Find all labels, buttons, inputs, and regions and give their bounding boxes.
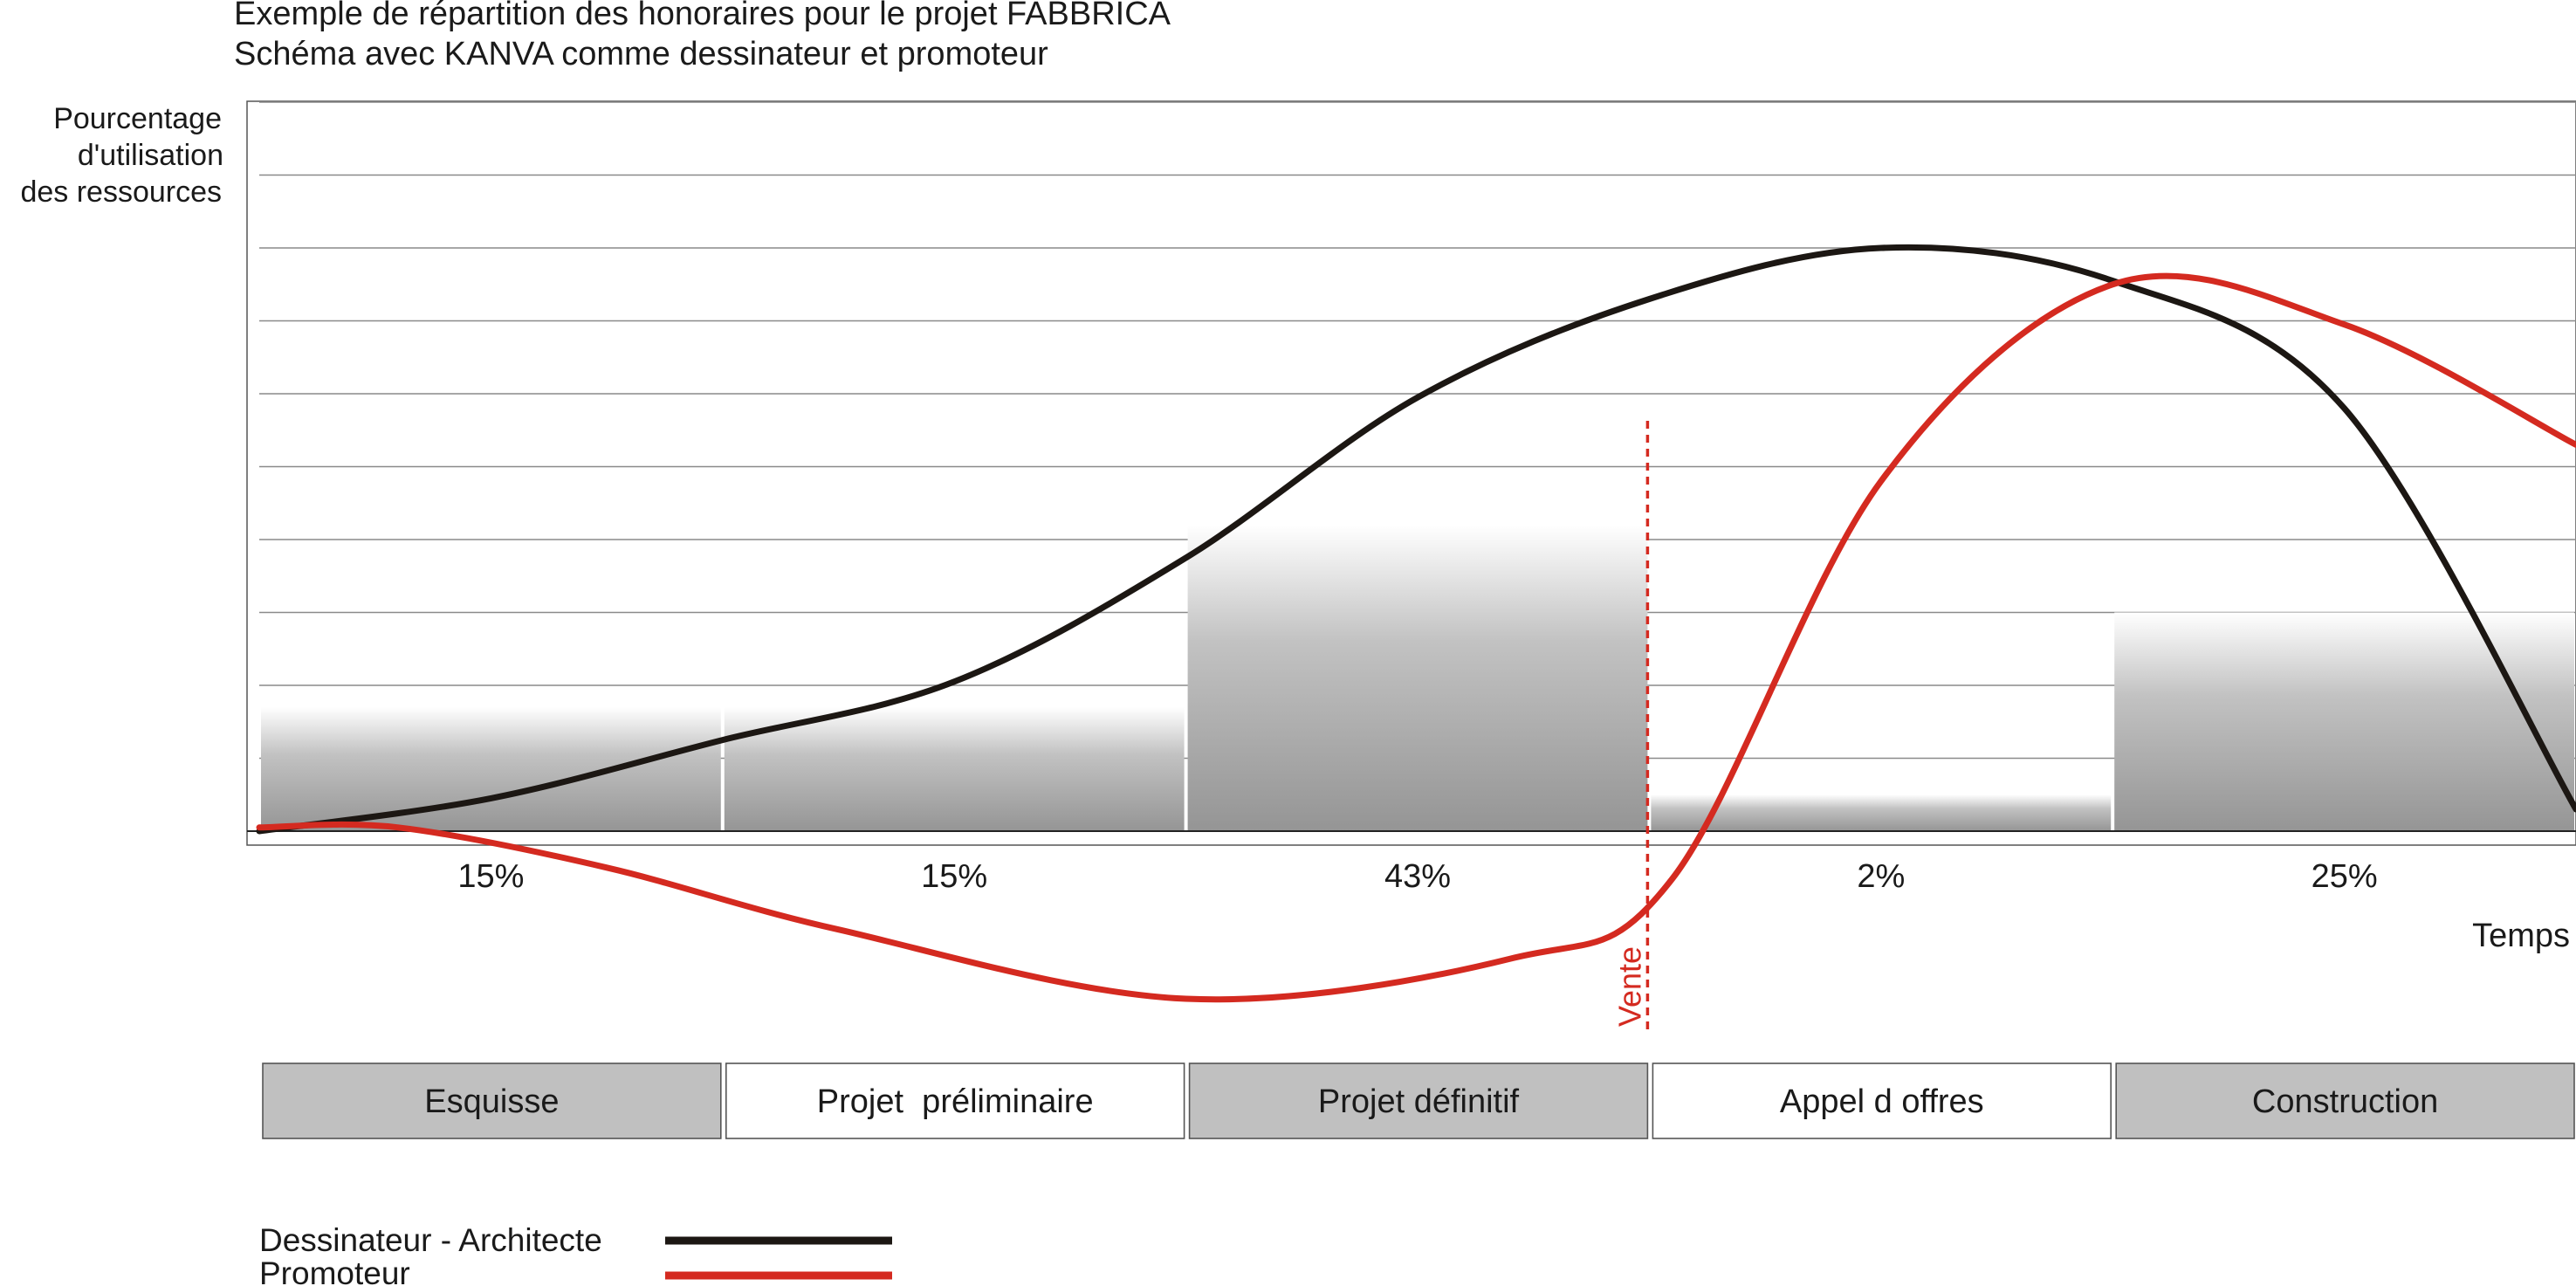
legend-label-promoteur: Promoteur bbox=[259, 1255, 410, 1286]
phase-bar bbox=[1187, 525, 1648, 831]
series-line-dessinateur-architecte bbox=[256, 244, 2576, 835]
legend-label-architect: Dessinateur - Architecte bbox=[259, 1222, 602, 1258]
phase-box bbox=[1652, 1062, 2112, 1139]
phase-label: Projet définitif bbox=[1318, 1083, 1520, 1120]
legend: Dessinateur - Architecte Promoteur bbox=[259, 1222, 892, 1286]
y-axis-label-line-2: d'utilisation bbox=[78, 139, 223, 172]
fee-share-label: 2% bbox=[1857, 858, 1905, 895]
chart-subtitle: Schéma avec KANVA comme dessinateur et p… bbox=[234, 36, 1048, 72]
y-axis-label-line-1: Pourcentage bbox=[53, 102, 222, 135]
fee-share-label: 15% bbox=[457, 858, 524, 895]
chart-title: Exemple de répartition des honoraires po… bbox=[234, 0, 1171, 32]
vente-marker: Vente bbox=[1611, 421, 1650, 1035]
fee-share-label: 15% bbox=[921, 858, 987, 895]
fee-share-label: 43% bbox=[1384, 858, 1451, 895]
x-axis-label: Temps bbox=[2472, 918, 2570, 954]
phase-boxes: Esquisse Projet préliminaire Projet défini… bbox=[262, 1062, 2575, 1139]
plot-frame bbox=[246, 100, 2576, 846]
y-axis-label: Pourcentage d'utilisation des ressources bbox=[20, 102, 223, 209]
vente-label: Vente bbox=[1611, 946, 1647, 1027]
phase-box bbox=[725, 1062, 1185, 1139]
phase-bar bbox=[2114, 612, 2574, 831]
phase-label: Projet préliminaire bbox=[817, 1083, 1094, 1120]
fee-share-labels: 15% 15% 43% 2% 25% bbox=[457, 858, 2377, 895]
series-lines bbox=[256, 244, 2576, 1003]
y-axis-label-line-3: des ressources bbox=[20, 175, 222, 209]
phase-box bbox=[1188, 1062, 1649, 1139]
phase-label: Construction bbox=[2252, 1083, 2438, 1120]
phase-label: Esquisse bbox=[424, 1083, 559, 1120]
phase-bar bbox=[1651, 794, 2112, 831]
phase-bar bbox=[261, 707, 721, 831]
phase-box bbox=[2115, 1062, 2575, 1139]
phase-box bbox=[262, 1062, 722, 1139]
fee-share-label: 25% bbox=[2312, 858, 2378, 895]
series-line-promoteur bbox=[256, 272, 2576, 1003]
plot-area-frame bbox=[246, 100, 2576, 846]
phase-label: Appel d offres bbox=[1780, 1083, 1984, 1120]
phase-bar bbox=[724, 707, 1185, 831]
phase-bars bbox=[261, 525, 2574, 831]
